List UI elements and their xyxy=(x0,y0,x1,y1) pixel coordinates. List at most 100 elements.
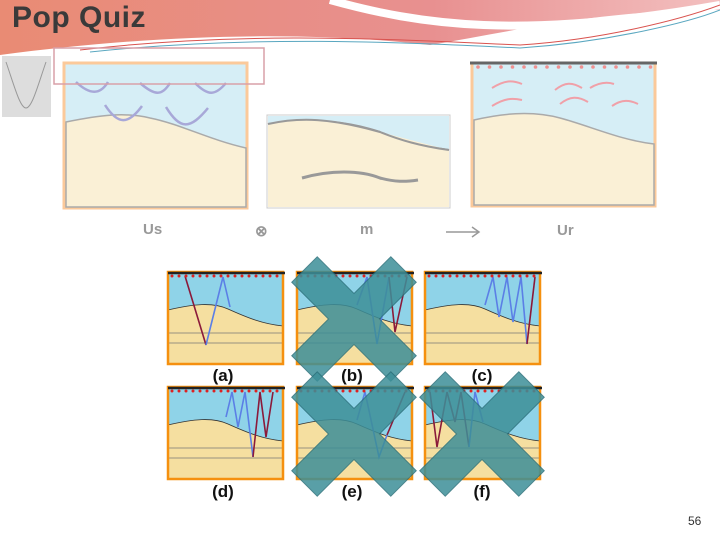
receiver-dot xyxy=(362,389,366,393)
m-panel xyxy=(266,114,451,209)
receiver-dot xyxy=(184,274,188,278)
receiver-dot xyxy=(233,274,237,278)
receiver-dot xyxy=(510,65,515,69)
us-panel xyxy=(62,61,249,210)
receiver-dot xyxy=(240,389,244,393)
receiver-dot xyxy=(275,274,279,278)
receiver-dot xyxy=(434,274,438,278)
receiver-dot xyxy=(254,389,258,393)
receiver-dot xyxy=(448,274,452,278)
receiver-dot xyxy=(247,274,251,278)
receiver-dot xyxy=(469,389,473,393)
panel-label-b: (b) xyxy=(341,366,363,385)
receiver-dot xyxy=(637,65,641,69)
receiver-dot xyxy=(170,389,174,393)
slide-title: Pop Quiz xyxy=(12,1,146,34)
receiver-dot xyxy=(487,65,492,69)
receiver-dot xyxy=(355,389,359,393)
receiver-dot xyxy=(476,65,480,69)
receiver-dot xyxy=(233,389,237,393)
wavelet-thumbnail xyxy=(2,56,51,117)
receiver-dot xyxy=(511,274,515,278)
receiver-dot xyxy=(226,274,230,278)
convolve-symbol: ⊗ xyxy=(255,223,268,240)
receiver-dot xyxy=(205,389,209,393)
receiver-dot xyxy=(261,274,265,278)
receiver-dot xyxy=(341,389,345,393)
receiver-dot xyxy=(219,274,223,278)
receiver-dot xyxy=(490,389,494,393)
receiver-dot xyxy=(648,65,653,69)
receiver-dot xyxy=(212,274,216,278)
receiver-dot xyxy=(579,65,584,69)
ray-path xyxy=(205,276,231,346)
panel-label-e: (e) xyxy=(341,482,363,501)
receiver-dot xyxy=(614,65,618,69)
panel-label-c: (c) xyxy=(471,366,493,385)
receiver-dot xyxy=(254,274,258,278)
receiver-dot xyxy=(268,389,272,393)
ur-panel xyxy=(470,61,657,208)
cross-out-icon xyxy=(419,371,545,497)
receiver-dot xyxy=(170,274,174,278)
receiver-dot xyxy=(348,274,352,278)
receiver-dot xyxy=(247,389,251,393)
receiver-dot xyxy=(275,389,279,393)
receiver-dot xyxy=(240,274,244,278)
ray-path xyxy=(526,276,536,345)
receiver-dot xyxy=(497,274,501,278)
receiver-dot xyxy=(198,389,202,393)
ur-label: Ur xyxy=(557,222,574,239)
receiver-highlight-box xyxy=(53,47,265,85)
receiver-dot xyxy=(177,389,181,393)
receiver-dot xyxy=(455,274,459,278)
receiver-dot xyxy=(476,274,480,278)
cross-out-icon xyxy=(291,371,417,497)
answer-panel-e xyxy=(291,371,417,497)
receiver-dot xyxy=(427,274,431,278)
receiver-dot xyxy=(490,274,494,278)
receiver-dot xyxy=(591,65,595,69)
ray-path xyxy=(252,391,274,458)
receiver-dot xyxy=(533,65,538,69)
receiver-dot xyxy=(184,389,188,393)
receiver-dot xyxy=(268,274,272,278)
answer-panel-b xyxy=(291,256,417,382)
receiver-dot xyxy=(568,65,572,69)
receiver-dot xyxy=(261,389,265,393)
receiver-dot xyxy=(191,274,195,278)
receiver-dot xyxy=(522,65,526,69)
ray-path xyxy=(225,391,254,458)
receiver-dot xyxy=(226,389,230,393)
receiver-dot xyxy=(483,274,487,278)
receiver-dot xyxy=(462,274,466,278)
receiver-dot xyxy=(499,65,503,69)
panel-label-f: (f) xyxy=(473,482,491,501)
header-swoosh xyxy=(0,0,720,55)
us-label: Us xyxy=(143,221,163,238)
answer-panel-d xyxy=(166,385,285,481)
panel-label-d: (d) xyxy=(212,482,234,501)
receiver-dot xyxy=(205,274,209,278)
receiver-dot xyxy=(441,274,445,278)
receiver-dot xyxy=(341,274,345,278)
answer-panel-a xyxy=(166,270,285,366)
receiver-dot xyxy=(518,274,522,278)
receiver-dot xyxy=(556,65,561,69)
receiver-dot xyxy=(219,389,223,393)
arrow-icon xyxy=(446,226,481,238)
receiver-dot xyxy=(532,274,536,278)
receiver-dot xyxy=(355,274,359,278)
receiver-dot xyxy=(198,274,202,278)
receiver-dot xyxy=(504,274,508,278)
receiver-dot xyxy=(348,389,352,393)
receiver-dot xyxy=(191,389,195,393)
receiver-dot xyxy=(545,65,549,69)
page-number: 56 xyxy=(688,514,702,528)
receiver-dot xyxy=(602,65,607,69)
m-label: m xyxy=(360,221,374,238)
answer-panel-c xyxy=(423,270,542,366)
receiver-dot xyxy=(483,389,487,393)
